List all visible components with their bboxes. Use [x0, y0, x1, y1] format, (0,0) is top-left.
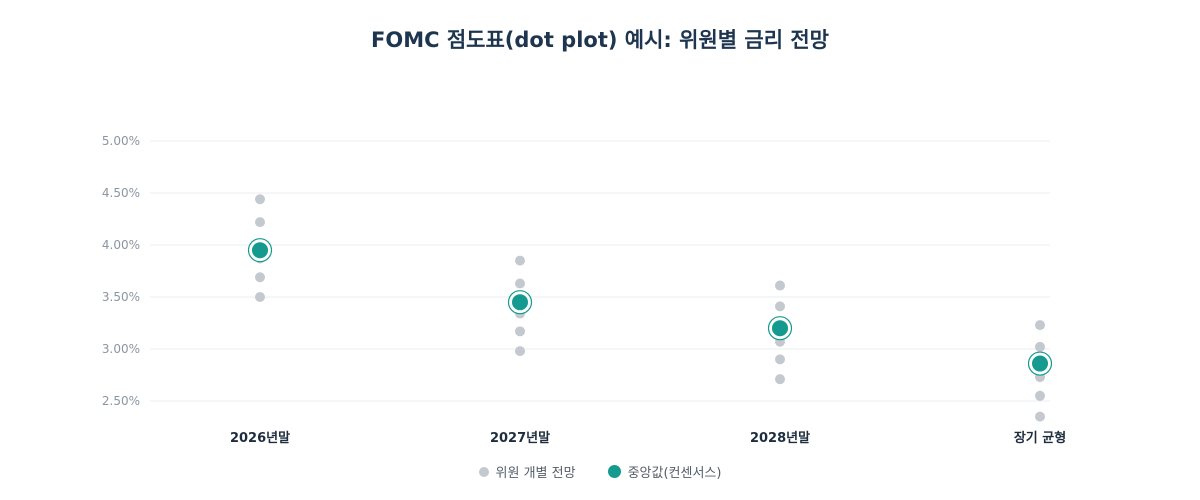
individual-dot — [515, 346, 525, 357]
legend: 위원 개별 전망 중앙값(컨센서스) — [0, 462, 1200, 481]
individual-dot — [255, 292, 265, 302]
y-tick-label: 4.50% — [102, 186, 140, 200]
x-tick-label: 2026년말 — [230, 431, 290, 446]
median-dots — [247, 238, 1053, 376]
median-dot — [252, 242, 268, 259]
legend-label-individual: 위원 개별 전망 — [495, 466, 576, 481]
individual-dot — [255, 194, 265, 205]
legend-item-median[interactable]: 중앙값(컨센서스) — [607, 462, 722, 481]
y-tick-label: 4.00% — [102, 238, 140, 252]
x-tick-label: 장기 균형 — [1014, 430, 1066, 446]
individual-dot — [775, 374, 785, 385]
individual-dot — [255, 217, 265, 228]
individual-dot — [1035, 341, 1045, 352]
individual-dot — [775, 280, 785, 291]
individual-dot — [1035, 390, 1045, 401]
median-dot — [512, 294, 528, 311]
individual-dot — [515, 326, 525, 337]
grid-lines — [150, 140, 1050, 402]
x-axis-ticks: 2026년말 2027년말 2028년말 장기 균형 — [230, 430, 1066, 446]
individual-dot — [1035, 320, 1045, 331]
x-tick-label: 2028년말 — [750, 431, 810, 446]
legend-item-individual[interactable]: 위원 개별 전망 — [478, 462, 576, 481]
legend-marker-median — [607, 465, 621, 478]
legend-label-median: 중앙값(컨센서스) — [627, 466, 722, 481]
individual-dots — [255, 194, 1045, 422]
median-dot — [1032, 355, 1048, 372]
x-tick-label: 2027년말 — [490, 431, 550, 446]
individual-dot — [775, 301, 785, 312]
chart-title: FOMC 점도표(dot plot) 예시: 위원별 금리 전망 — [371, 28, 829, 52]
y-tick-label: 3.50% — [102, 290, 140, 304]
individual-dot — [775, 354, 785, 365]
individual-dot — [515, 255, 525, 266]
individual-dot — [255, 272, 265, 283]
median-dot — [772, 320, 788, 337]
y-tick-label: 5.00% — [102, 134, 140, 148]
y-tick-label: 3.00% — [102, 342, 140, 356]
legend-marker-individual — [478, 466, 489, 477]
y-tick-label: 2.50% — [102, 394, 140, 408]
y-axis-ticks: 2.50% 3.00% 3.50% 4.00% 4.50% 5.00% — [102, 134, 140, 408]
individual-dot — [1035, 411, 1045, 422]
individual-dot — [515, 278, 525, 289]
